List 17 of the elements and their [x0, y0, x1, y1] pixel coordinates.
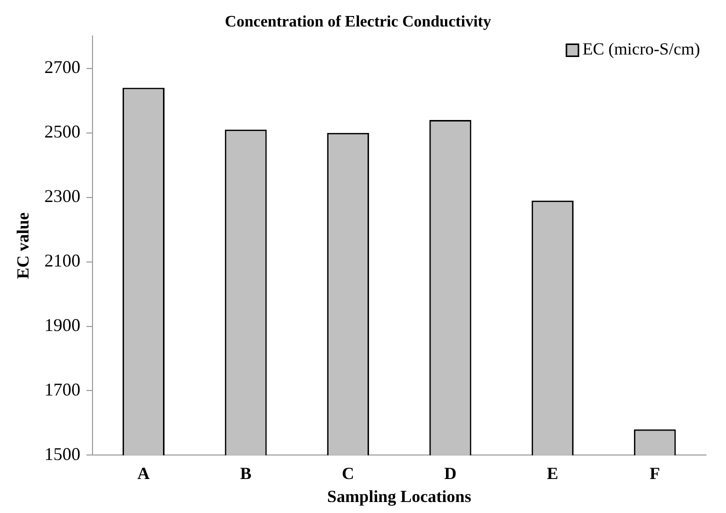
y-tick-label: 2100 — [44, 250, 80, 271]
y-tick-label: 1500 — [44, 444, 80, 464]
y-tick-label: 2700 — [44, 57, 80, 78]
legend-label: EC (micro-S/cm) — [582, 40, 700, 59]
y-tick-label: 1900 — [44, 315, 80, 336]
x-tick-label: C — [342, 464, 354, 483]
x-tick-label: A — [137, 464, 150, 483]
x-tick-label: B — [240, 464, 252, 483]
x-tick-label: E — [546, 464, 558, 483]
y-axis-title: EC value — [14, 212, 33, 279]
y-tick-label: 1700 — [44, 379, 80, 400]
y-tick-label: 2500 — [44, 122, 80, 142]
x-tick-label: F — [650, 464, 660, 483]
chart-title: Concentration of Electric Conductivity — [224, 14, 492, 31]
y-tick-label: 2300 — [44, 186, 80, 206]
x-tick-label: D — [444, 464, 456, 483]
x-axis-title: Sampling Locations — [327, 487, 472, 506]
